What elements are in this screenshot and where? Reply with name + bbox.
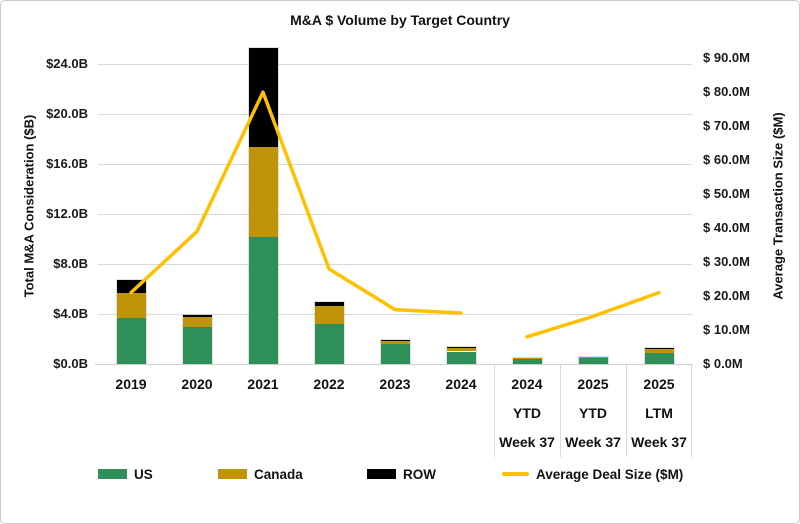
category-separator [626,365,627,457]
left-axis-title: Total M&A Consideration ($B) [21,114,37,298]
x-axis-line [95,364,693,365]
left-axis-tick-label: $20.0B [46,106,88,122]
category-label: 2022 [313,376,345,392]
right-axis-tick-label: $ 50.0M [703,186,750,202]
bar-segment-us [116,317,146,364]
bar-segment-us [380,344,410,364]
bar-segment-canada [446,347,476,352]
row-swatch [367,469,396,479]
legend-item-row: ROW [367,465,436,483]
legend-label-average-deal-size: Average Deal Size ($M) [536,466,684,482]
left-axis-tick-label: $24.0B [46,56,88,72]
left-axis-tick-label: $12.0B [46,206,88,222]
category-separator [691,365,692,457]
legend-label-us: US [134,466,153,482]
bar-segment-us [512,358,542,364]
legend-label-row: ROW [403,466,436,482]
left-axis-tick-label: $4.0B [53,306,88,322]
gridline [98,263,692,265]
category-label: 2020 [181,376,213,392]
bar-segment-row [248,48,278,147]
average-deal-size-path [129,90,661,339]
bar-segment-canada [116,292,146,318]
legend-item-canada: Canada [218,465,303,483]
left-axis-tick-label: $0.0B [53,356,88,371]
right-axis-tick-label: $ 70.0M [703,118,750,134]
bar-segment-canada [578,356,608,358]
bar-segment-canada [512,357,542,359]
bar-segment-canada [248,146,278,237]
left-axis-tick-label: $8.0B [53,256,88,272]
right-axis-title: Average Transaction Size ($M) [770,112,786,300]
left-axis-tick-label: $16.0B [46,156,88,172]
bar-segment-row [644,347,674,349]
bar-segment-row [446,347,476,348]
category-label: 2023 [379,376,411,392]
right-axis-tick-label: $ 90.0M [703,50,750,66]
plot-area [98,47,692,366]
bar-segment-canada [380,340,410,344]
right-axis-tick-label: $ 80.0M [703,84,750,100]
us-swatch [98,469,127,479]
bar-segment-us [446,351,476,364]
bar-segment-row [314,301,344,306]
legend-item-average-deal-size: Average Deal Size ($M) [502,465,683,483]
gridline [98,113,692,115]
category-label: 2025 LTM Week 37 [631,376,687,450]
average-deal-size-line [129,90,661,339]
legend-item-us: US [98,465,153,483]
bar-segment-canada [182,316,212,327]
bar-segment-row [380,340,410,341]
category-label: 2024 YTD Week 37 [499,376,555,450]
bar-segment-us [314,324,344,364]
category-label: 2024 [445,376,477,392]
gridline [98,163,692,165]
bar-segment-row [116,280,146,293]
bar-segment-us [578,357,608,364]
gridline [98,213,692,215]
category-separator [494,365,495,457]
right-axis-tick-label: $ 20.0M [703,288,750,304]
right-axis-tick-label: $ 30.0M [703,254,750,270]
gridline [98,63,692,65]
category-label: 2019 [115,376,147,392]
bar-segment-us [248,236,278,364]
right-axis-tick-label: $ 10.0M [703,322,750,338]
bar-segment-canada [644,348,674,353]
right-axis-tick-label: $ 40.0M [703,220,750,236]
bar-segment-us [182,326,212,364]
right-axis-tick-label: $ 60.0M [703,152,750,168]
bar-segment-us [644,352,674,364]
bar-segment-row [182,315,212,317]
right-axis-tick-label: $ 0.0M [703,356,743,371]
category-separator [560,365,561,457]
chart-title: M&A $ Volume by Target Country [290,12,510,28]
category-label: 2025 YTD Week 37 [565,376,621,450]
category-label: 2021 [247,376,279,392]
average-deal-size-line-swatch [502,472,529,476]
canada-swatch [218,469,247,479]
legend-label-canada: Canada [254,466,303,482]
bar-segment-canada [314,305,344,325]
gridline [98,313,692,315]
